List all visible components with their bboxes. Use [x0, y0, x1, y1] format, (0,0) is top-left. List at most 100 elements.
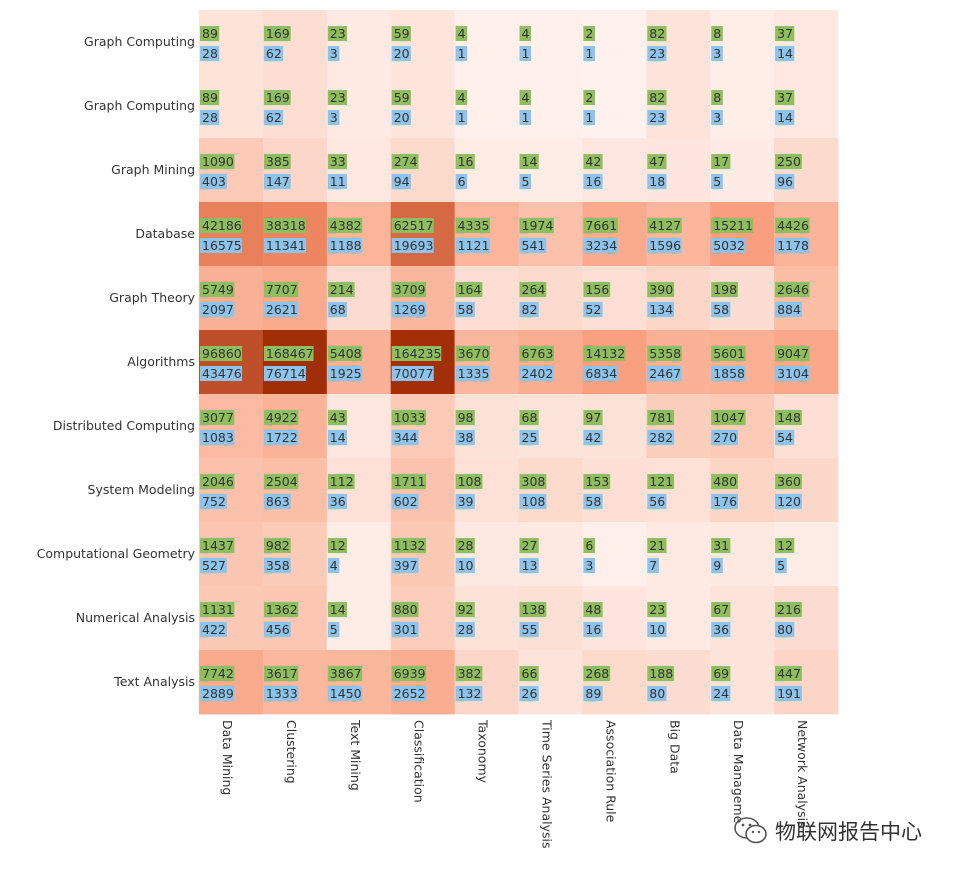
green-label-box [200, 474, 235, 489]
green-label-box [455, 538, 475, 553]
blue-label-box [519, 430, 539, 445]
blue-label-box [455, 366, 490, 381]
green-label-box [200, 282, 235, 297]
heatmap-cell [582, 522, 647, 587]
blue-label-box [775, 494, 802, 509]
blue-value-label: 20 [394, 46, 410, 61]
green-value-label: 1132 [394, 538, 426, 553]
green-value-label: 4382 [330, 218, 362, 233]
green-value-label: 67 [713, 602, 729, 617]
heatmap-cell [518, 586, 583, 651]
blue-value-label: 14 [777, 110, 793, 125]
blue-value-label: 147 [266, 174, 290, 189]
blue-label-box [519, 174, 532, 189]
heatmap-cell [326, 330, 392, 395]
green-value-label: 216 [777, 602, 801, 617]
blue-value-label: 16 [585, 622, 601, 637]
heatmap-cell [774, 74, 839, 139]
green-label-box [455, 410, 475, 425]
blue-value-label: 282 [649, 430, 673, 445]
x-tick-label: Data Manageme [731, 720, 746, 824]
blue-label-box [583, 238, 618, 253]
green-value-label: 4127 [649, 218, 681, 233]
watermark-text: 物联网报告中心 [775, 820, 922, 844]
green-value-label: 96860 [202, 346, 242, 361]
heatmap-cell [199, 138, 264, 203]
green-label-box [327, 154, 347, 169]
green-value-label: 9047 [777, 346, 809, 361]
heatmap-cell [454, 10, 519, 75]
blue-label-box [327, 622, 340, 637]
blue-value-label: 2621 [266, 302, 298, 317]
green-label-box [391, 602, 419, 617]
green-value-label: 4 [522, 90, 530, 105]
heatmap-cell [262, 330, 328, 395]
blue-label-box [327, 366, 363, 381]
green-value-label: 168467 [266, 346, 314, 361]
blue-value-label: 5 [777, 558, 785, 573]
green-label-box [391, 474, 427, 489]
heatmap-cell [774, 138, 839, 203]
blue-label-box [775, 110, 795, 125]
blue-label-box [327, 302, 347, 317]
green-value-label: 69 [713, 666, 729, 681]
heatmap-cell [390, 458, 455, 523]
blue-label-box [519, 686, 539, 701]
heatmap-cell [199, 10, 264, 75]
blue-value-label: 3 [585, 558, 593, 573]
blue-label-box [775, 238, 810, 253]
x-tick-label: Time Series Analysis [540, 719, 555, 848]
blue-label-box [391, 558, 419, 573]
green-label-box [327, 282, 355, 297]
green-label-box [263, 538, 291, 553]
green-label-box [455, 218, 490, 233]
green-label-box [391, 410, 427, 425]
green-label-box [775, 26, 795, 41]
blue-label-box [200, 686, 235, 701]
blue-value-label: 42 [585, 430, 601, 445]
blue-label-box [455, 622, 475, 637]
green-label-box [583, 666, 611, 681]
blue-value-label: 1 [585, 46, 593, 61]
blue-label-box [583, 622, 603, 637]
blue-label-box [455, 430, 475, 445]
blue-label-box [775, 558, 787, 573]
blue-value-label: 43476 [202, 366, 242, 381]
green-label-box [519, 346, 554, 361]
blue-label-box [391, 110, 411, 125]
blue-label-box [455, 494, 475, 509]
green-value-label: 1362 [266, 602, 298, 617]
blue-label-box [391, 46, 411, 61]
blue-value-label: 3 [713, 110, 721, 125]
blue-label-box [583, 494, 603, 509]
green-value-label: 385 [266, 154, 290, 169]
blue-value-label: 884 [777, 302, 801, 317]
y-tick-label: Graph Computing [84, 98, 195, 113]
green-label-box [647, 90, 667, 105]
heatmap-cell [518, 394, 583, 459]
green-value-label: 3867 [330, 666, 362, 681]
green-value-label: 92 [458, 602, 474, 617]
blue-label-box [200, 238, 242, 253]
heatmap-cell [390, 330, 455, 395]
wechat-icon [734, 817, 767, 844]
watermark: 物联网报告中心 [733, 814, 922, 848]
blue-value-label: 96 [777, 174, 793, 189]
green-value-label: 98 [458, 410, 474, 425]
blue-label-box [263, 366, 306, 381]
green-value-label: 66 [522, 666, 538, 681]
y-tick-label: Text Analysis [113, 674, 195, 689]
heatmap-cell [582, 74, 647, 139]
blue-label-box [327, 558, 340, 573]
blue-value-label: 1450 [330, 686, 362, 701]
green-label-box [200, 602, 235, 617]
green-value-label: 42 [585, 154, 601, 169]
green-value-label: 4335 [458, 218, 490, 233]
green-value-label: 16 [458, 154, 474, 169]
green-value-label: 250 [777, 154, 801, 169]
blue-label-box [200, 494, 227, 509]
heatmap-cell [390, 74, 455, 139]
blue-value-label: 1 [458, 110, 466, 125]
blue-value-label: 14 [777, 46, 793, 61]
green-value-label: 17 [713, 154, 729, 169]
